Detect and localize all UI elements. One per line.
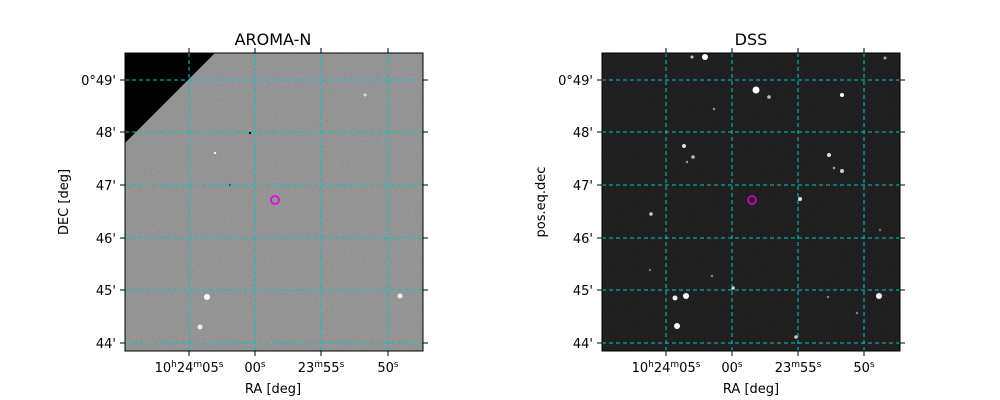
star — [674, 323, 680, 329]
star — [363, 93, 367, 97]
star — [826, 295, 830, 299]
dec-tick-label: 47' — [573, 179, 593, 194]
y-axis-label: DEC [deg] — [57, 169, 72, 235]
dark-pixel — [248, 131, 252, 135]
star — [794, 335, 798, 339]
image-noise — [125, 53, 423, 351]
dec-tick-labels: 0°49' 48' 47' 46' 45' 44' — [558, 74, 593, 352]
star — [876, 293, 882, 299]
star — [702, 54, 708, 60]
ra-tick-label: 00s — [244, 360, 266, 376]
star — [672, 295, 678, 301]
axis-ticks — [120, 48, 428, 356]
ra-tick-label: 23m55s — [775, 360, 822, 376]
target-marker — [747, 195, 757, 205]
star — [798, 197, 802, 201]
panel-aroma-n: AROMA-N — [57, 30, 428, 397]
dec-tick-labels: 0°49' 48' 47' 46' 45' 44' — [81, 74, 116, 352]
ra-tick-label: 50s — [377, 360, 399, 376]
star — [683, 293, 689, 299]
dec-tick-label: 47' — [96, 179, 116, 194]
star — [827, 153, 831, 157]
x-axis-label: RA [deg] — [723, 382, 779, 397]
star — [855, 311, 859, 315]
star — [690, 55, 694, 59]
coordinate-grid — [602, 53, 900, 351]
star — [712, 107, 716, 111]
image-noise — [602, 53, 900, 351]
axes-frame — [601, 52, 901, 352]
panel-dss: DSS — [534, 30, 905, 397]
dec-tick-label: 44' — [573, 337, 593, 352]
dec-tick-label: 46' — [96, 232, 116, 247]
star — [213, 151, 217, 155]
x-axis-label: RA [deg] — [245, 382, 301, 397]
star — [840, 93, 844, 97]
ra-tick-label: 23m55s — [298, 360, 345, 376]
star — [648, 268, 652, 272]
dec-tick-label: 0°49' — [81, 74, 116, 89]
dec-tick-label: 48' — [573, 126, 593, 141]
coordinate-grid — [125, 53, 423, 351]
star — [691, 155, 695, 159]
panel-title: AROMA-N — [235, 30, 312, 49]
ra-tick-label: 00s — [721, 360, 743, 376]
dec-tick-label: 45' — [96, 284, 116, 299]
no-data-region — [125, 53, 215, 143]
star — [752, 86, 760, 94]
target-marker — [270, 195, 280, 205]
star — [840, 169, 844, 173]
star — [649, 212, 653, 216]
star — [197, 324, 203, 330]
axes-frame — [124, 52, 424, 352]
star — [204, 294, 210, 300]
star — [397, 293, 403, 299]
star — [878, 228, 882, 232]
y-axis-label: pos.eq.dec — [534, 167, 549, 238]
dec-tick-label: 46' — [573, 232, 593, 247]
star — [710, 274, 714, 278]
panel-title: DSS — [735, 30, 768, 49]
star — [832, 166, 836, 170]
dec-tick-label: 45' — [573, 284, 593, 299]
star — [685, 160, 689, 164]
sky-image — [125, 53, 423, 351]
dec-tick-label: 44' — [96, 337, 116, 352]
ra-tick-label: 10h24m05s — [155, 360, 224, 376]
dec-tick-label: 48' — [96, 126, 116, 141]
star — [883, 56, 887, 60]
dec-tick-label: 0°49' — [558, 74, 593, 89]
star — [767, 95, 771, 99]
axis-ticks — [597, 48, 905, 356]
sky-image — [602, 53, 900, 351]
star — [682, 144, 686, 148]
ra-tick-label: 10h24m05s — [632, 360, 701, 376]
ra-tick-label: 50s — [853, 360, 875, 376]
